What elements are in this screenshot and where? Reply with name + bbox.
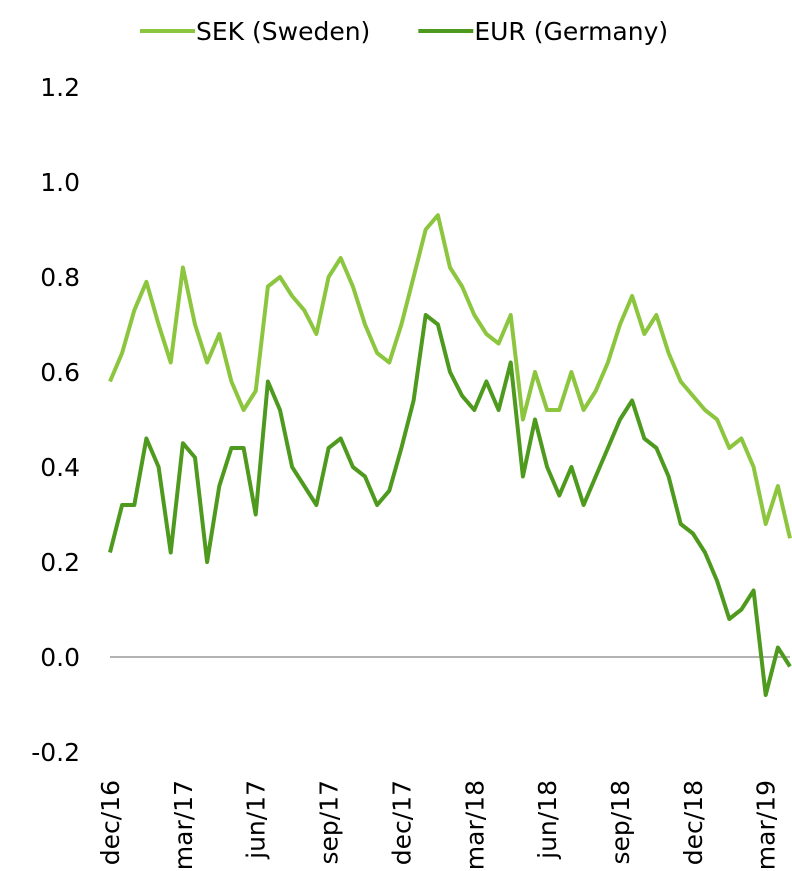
x-tick-label: mar/19 [752,780,781,870]
y-tick-label: 0.2 [40,548,80,577]
y-tick-label: 1.0 [40,168,80,197]
x-tick-label: sep/17 [315,780,344,865]
x-tick-label: mar/18 [460,780,489,870]
x-tick-label: jun/17 [242,780,271,860]
x-tick-label: dec/18 [679,780,708,865]
x-tick-label: sep/18 [606,780,635,865]
y-tick-label: 0.8 [40,263,80,292]
x-tick-label: dec/17 [387,780,416,865]
x-tick-label: jun/18 [533,780,562,860]
x-tick-label: dec/16 [96,780,125,865]
y-tick-label: -0.2 [31,738,80,767]
line-series [108,213,792,539]
legend-label: SEK (Sweden) [196,17,370,46]
y-tick-label: 0.0 [40,643,80,672]
x-tick-label: mar/17 [169,780,198,870]
y-tick-label: 0.6 [40,358,80,387]
line-series [108,313,792,697]
legend-label: EUR (Germany) [474,17,668,46]
y-tick-label: 0.4 [40,453,80,482]
y-tick-label: 1.2 [40,73,80,102]
